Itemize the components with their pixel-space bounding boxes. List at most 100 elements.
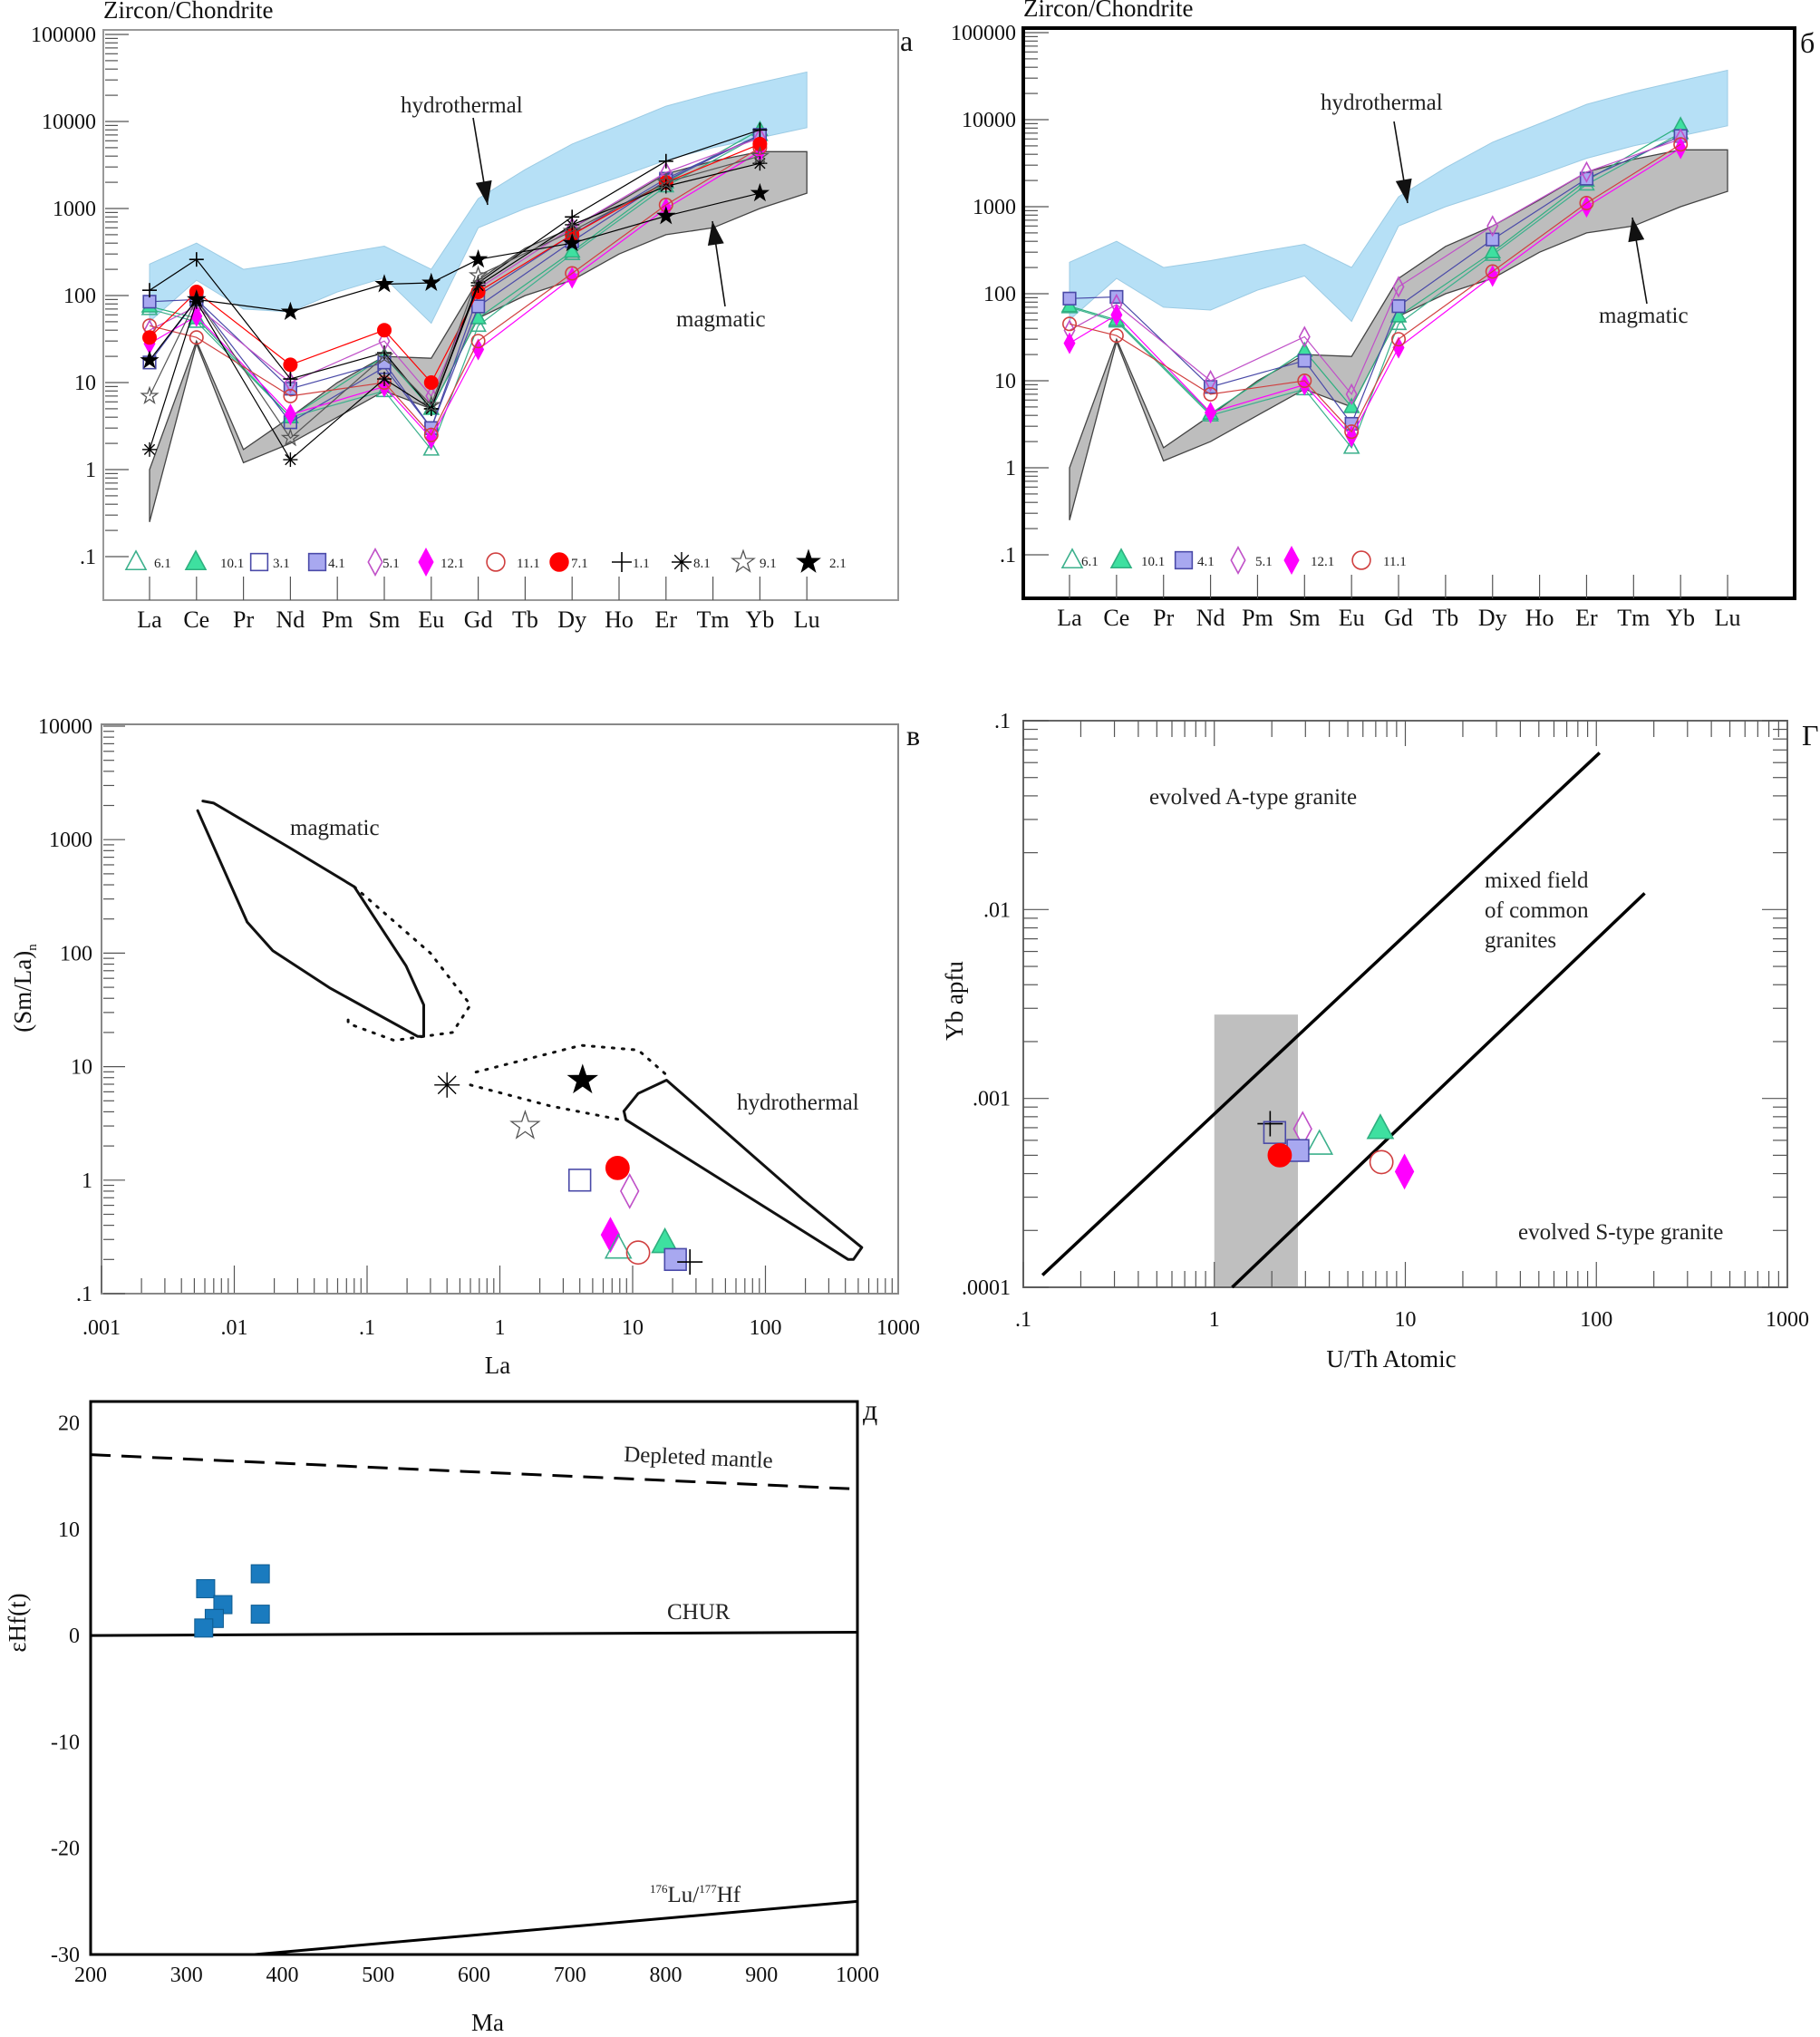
- data-point: [421, 272, 441, 292]
- data-point: [658, 153, 673, 169]
- hydrothermal-extension-lower-field-outline: [469, 1083, 623, 1121]
- legend-marker: [418, 548, 434, 577]
- magmatic-arrow: [707, 220, 726, 307]
- legend-item-11.1: 11.1: [1351, 550, 1407, 570]
- hydrothermal-arrow: [1393, 121, 1412, 204]
- panel-label: Г: [1802, 719, 1819, 752]
- x-axis-title: U/Th Atomic: [1326, 1345, 1456, 1373]
- data-point: [468, 248, 489, 268]
- 176lu-177hf-line: [254, 1899, 858, 1956]
- y-tick-label: 10: [994, 370, 1016, 393]
- series-line: [149, 155, 760, 440]
- x-tick-label: Eu: [418, 606, 444, 633]
- y-axis-title: (Sm/La)n: [9, 944, 40, 1033]
- data-point: [1063, 332, 1076, 354]
- y-tick-label: -10: [51, 1731, 80, 1754]
- lu-hf-label: 176Lu/177Hf: [650, 1882, 741, 1907]
- legend-marker: [672, 552, 692, 572]
- data-point-5.1: [620, 1173, 640, 1209]
- data-point: [565, 266, 580, 281]
- plot-frame: [89, 1400, 859, 1956]
- x-tick-label: Tm: [697, 606, 730, 633]
- x-tick-label: Pm: [1242, 605, 1273, 631]
- x-tick-label: 1000: [1766, 1308, 1809, 1332]
- data-point: [1485, 264, 1500, 279]
- data-point: [1298, 325, 1311, 348]
- data-point: [566, 267, 578, 289]
- panel-label: в: [906, 719, 920, 752]
- data-point-11.1: [1369, 1149, 1394, 1175]
- legend-label: 9.1: [760, 557, 777, 571]
- legend-label: 1.1: [633, 557, 650, 571]
- x-tick-label: .1: [1015, 1308, 1031, 1332]
- magmatic-arrow: [1628, 217, 1648, 305]
- x-tick-label: Nd: [1196, 605, 1225, 631]
- magmatic-field-outline: [196, 800, 425, 1038]
- data-point-10.1: [1366, 1113, 1395, 1140]
- y-tick-label: -20: [51, 1838, 80, 1861]
- y-tick-label: .1: [76, 1283, 92, 1306]
- legend-item-4.1: 4.1: [1174, 550, 1215, 570]
- legend-marker: [486, 552, 506, 572]
- legend-item-7.1: 7.1: [549, 552, 588, 572]
- x-tick-label: Yb: [746, 606, 775, 633]
- y-tick-label: 20: [58, 1411, 80, 1435]
- data-point: [1110, 304, 1123, 326]
- data-point: [374, 274, 394, 293]
- x-tick-label: Lu: [1715, 605, 1741, 631]
- data-point: [250, 1564, 270, 1584]
- y-axis-title-main: (Sm/La): [9, 951, 36, 1033]
- legend-item-2.1: 2.1: [796, 548, 847, 573]
- hydrothermal-arrow: [472, 117, 492, 206]
- legend-label: 7.1: [571, 557, 588, 571]
- data-point: [374, 345, 394, 365]
- hydrothermal-field: [149, 71, 808, 325]
- legend-label: 6.1: [154, 557, 171, 571]
- x-tick-label: 300: [170, 1964, 203, 1987]
- evolved-a-type-label: evolved A-type granite: [1149, 785, 1357, 810]
- legend-label: 4.1: [1197, 555, 1215, 569]
- legend-label: 2.1: [829, 557, 847, 571]
- series-2.1: [140, 182, 770, 369]
- series-line: [1069, 132, 1681, 450]
- data-point: [1297, 354, 1312, 368]
- data-point: [750, 145, 770, 165]
- data-point: [1062, 316, 1078, 332]
- x-tick-label: Er: [1575, 605, 1598, 631]
- data-point-1.1: [677, 1249, 703, 1276]
- legend-label: 5.1: [382, 557, 400, 571]
- chart-title: Zircon/Chondrite: [1023, 0, 1193, 22]
- y-tick-label: 100: [983, 283, 1016, 306]
- lu-mass: 176: [650, 1882, 668, 1896]
- data-point: [470, 278, 486, 294]
- hf-mass: 177: [699, 1882, 717, 1896]
- data-point: [470, 299, 486, 314]
- legend-item-5.1: 5.1: [367, 548, 400, 577]
- data-point: [1109, 289, 1124, 305]
- data-point: [1580, 160, 1592, 183]
- legend-item-11.1: 11.1: [486, 552, 540, 572]
- legend-marker: [124, 549, 148, 571]
- legend-label: 5.1: [1255, 555, 1273, 569]
- x-tick-label: .001: [82, 1316, 121, 1340]
- x-tick-label: Eu: [1339, 605, 1365, 631]
- hydrothermal-extension-field-outline: [469, 1043, 667, 1075]
- x-tick-label: 900: [745, 1964, 778, 1987]
- panel-g-yb-vs-uth: .1 1 10 100 1000 .1 .01 .001 .0001 U/Th Atomic Yb …: [941, 710, 1819, 1373]
- data-point: [1486, 215, 1499, 238]
- magmatic-label: magmatic: [676, 307, 766, 332]
- x-tick-label: 1000: [876, 1316, 920, 1340]
- x-tick-label: 1: [1209, 1308, 1220, 1332]
- data-point: [142, 441, 157, 457]
- data-point-3.1: [568, 1169, 592, 1192]
- legend-label: 12.1: [1311, 555, 1334, 569]
- data-point: [1674, 137, 1687, 160]
- x-tick-label: Pm: [322, 606, 353, 633]
- data-point: [194, 1618, 214, 1638]
- x-tick-label: Yb: [1666, 605, 1695, 631]
- series-line: [149, 147, 760, 436]
- legend-marker: [184, 549, 208, 571]
- data-point: [1203, 386, 1218, 402]
- x-tick-label: 700: [554, 1964, 586, 1987]
- data-point-7.1: [1267, 1142, 1292, 1168]
